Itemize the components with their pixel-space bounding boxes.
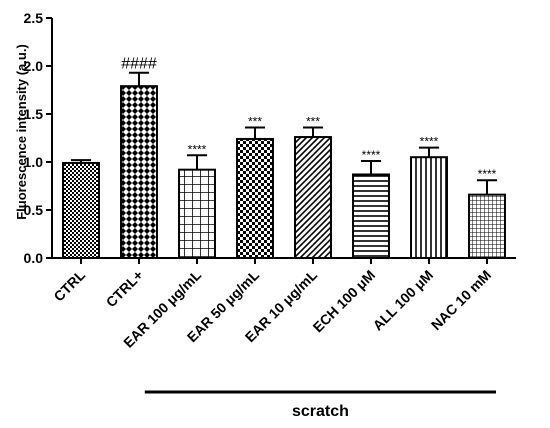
category-label-7: NAC 10 mM xyxy=(428,267,494,333)
bar-2 xyxy=(178,168,216,259)
group-label: scratch xyxy=(292,403,349,420)
significance-label-4: *** xyxy=(306,114,320,128)
y-tick-label-3: 1.5 xyxy=(24,106,44,122)
category-label-5: ECH 100 μM xyxy=(310,267,379,336)
significance-label-6: **** xyxy=(420,135,439,149)
y-tick-label-5: 2.5 xyxy=(24,10,44,26)
significance-label-7: **** xyxy=(478,167,497,181)
bar-5 xyxy=(352,173,390,259)
y-tick-label-1: 0.5 xyxy=(24,202,44,218)
bar-4 xyxy=(294,136,332,259)
bar-1 xyxy=(120,85,158,259)
bar-0 xyxy=(62,161,100,260)
significance-label-2: **** xyxy=(188,142,207,156)
bar-6 xyxy=(410,156,448,259)
category-label-1: CTRL+ xyxy=(103,267,146,310)
bars xyxy=(62,71,506,260)
y-tick-label-0: 0.0 xyxy=(24,250,44,266)
y-tick-label-4: 2.0 xyxy=(24,58,44,74)
significance-label-3: *** xyxy=(248,114,262,128)
y-tick-label-2: 1.0 xyxy=(24,154,44,170)
bar-3 xyxy=(236,137,274,260)
y-axis-title: Fluorescence intensity (a.u.) xyxy=(14,44,29,220)
significance-label-1: #### xyxy=(121,56,157,73)
category-label-0: CTRL xyxy=(50,266,88,304)
significance-label-5: **** xyxy=(362,148,381,162)
category-label-6: ALL 100 μM xyxy=(369,267,436,334)
bar-7 xyxy=(468,193,506,259)
